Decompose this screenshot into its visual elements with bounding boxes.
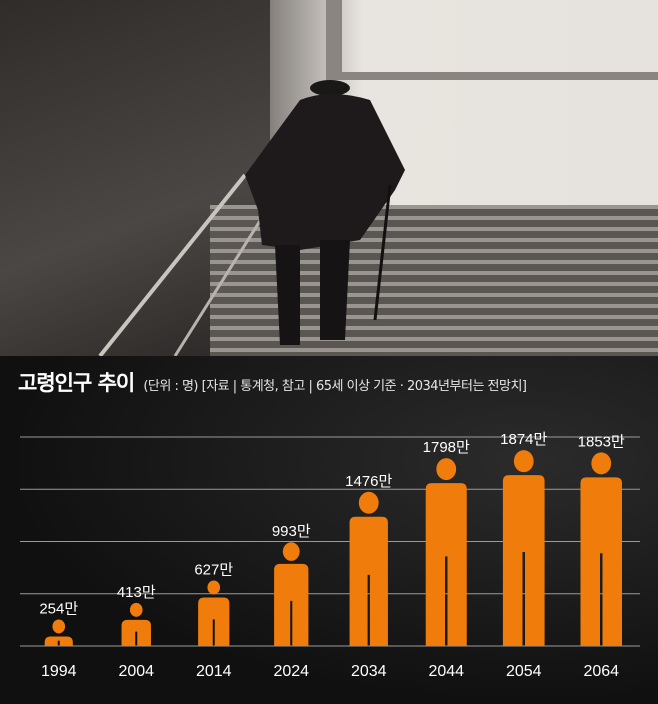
chart-title-block: 고령인구 추이 (단위 : 명) [자료 | 통계청, 참고 | 65세 이상 …: [18, 367, 527, 397]
data-label: 627만: [194, 561, 233, 578]
person-bar: [44, 619, 73, 646]
person-bar: [349, 491, 388, 646]
handrail: [173, 204, 272, 356]
person-bar: [121, 602, 151, 646]
x-tick-label: 2004: [118, 663, 154, 680]
x-tick-label: 2034: [351, 663, 387, 680]
chart-title: 고령인구 추이: [18, 371, 135, 395]
hat: [310, 80, 350, 96]
person-body: [44, 636, 73, 646]
person-bar: [198, 580, 230, 646]
person-head: [358, 491, 379, 514]
x-tick-label: 2014: [196, 663, 232, 680]
handrail: [98, 173, 247, 356]
coat: [245, 94, 405, 250]
person-head: [129, 602, 143, 617]
data-label: 413만: [117, 584, 156, 601]
person-head: [513, 450, 534, 473]
legs: [275, 240, 350, 345]
x-tick-label: 1994: [41, 663, 77, 680]
data-label: 1853만: [578, 433, 625, 450]
data-label: 993만: [272, 523, 311, 540]
traffic-arm: [340, 72, 658, 80]
x-tick-label: 2024: [273, 663, 309, 680]
x-tick-label: 2064: [583, 663, 619, 680]
x-tick-label: 2044: [428, 663, 464, 680]
person-bar: [425, 458, 467, 646]
person-head: [207, 580, 221, 595]
person-bar: [502, 450, 545, 646]
person-bar: [580, 452, 622, 646]
pole: [326, 0, 342, 80]
chart-subtitle: (단위 : 명) [자료 | 통계청, 참고 | 65세 이상 기준 · 203…: [143, 379, 527, 394]
person-body: [274, 563, 309, 646]
person-body: [502, 475, 545, 646]
person-body: [121, 619, 151, 646]
person-body: [198, 597, 230, 646]
person-body: [580, 477, 622, 646]
x-tick-label: 2054: [506, 663, 542, 680]
data-label: 1476만: [345, 473, 392, 490]
data-label: 254만: [39, 600, 78, 617]
cane: [373, 184, 392, 321]
person-head: [436, 458, 457, 481]
person-body: [349, 516, 388, 646]
person-head: [52, 619, 66, 634]
person-head: [282, 542, 300, 561]
data-label: 1798만: [423, 439, 470, 456]
person-body: [425, 483, 467, 646]
data-label: 1874만: [500, 431, 547, 448]
person-bar: [274, 542, 309, 646]
person-head: [591, 452, 612, 475]
photo-silhouettes: [98, 0, 658, 356]
elderly-man-stairs-photo: [0, 0, 658, 356]
